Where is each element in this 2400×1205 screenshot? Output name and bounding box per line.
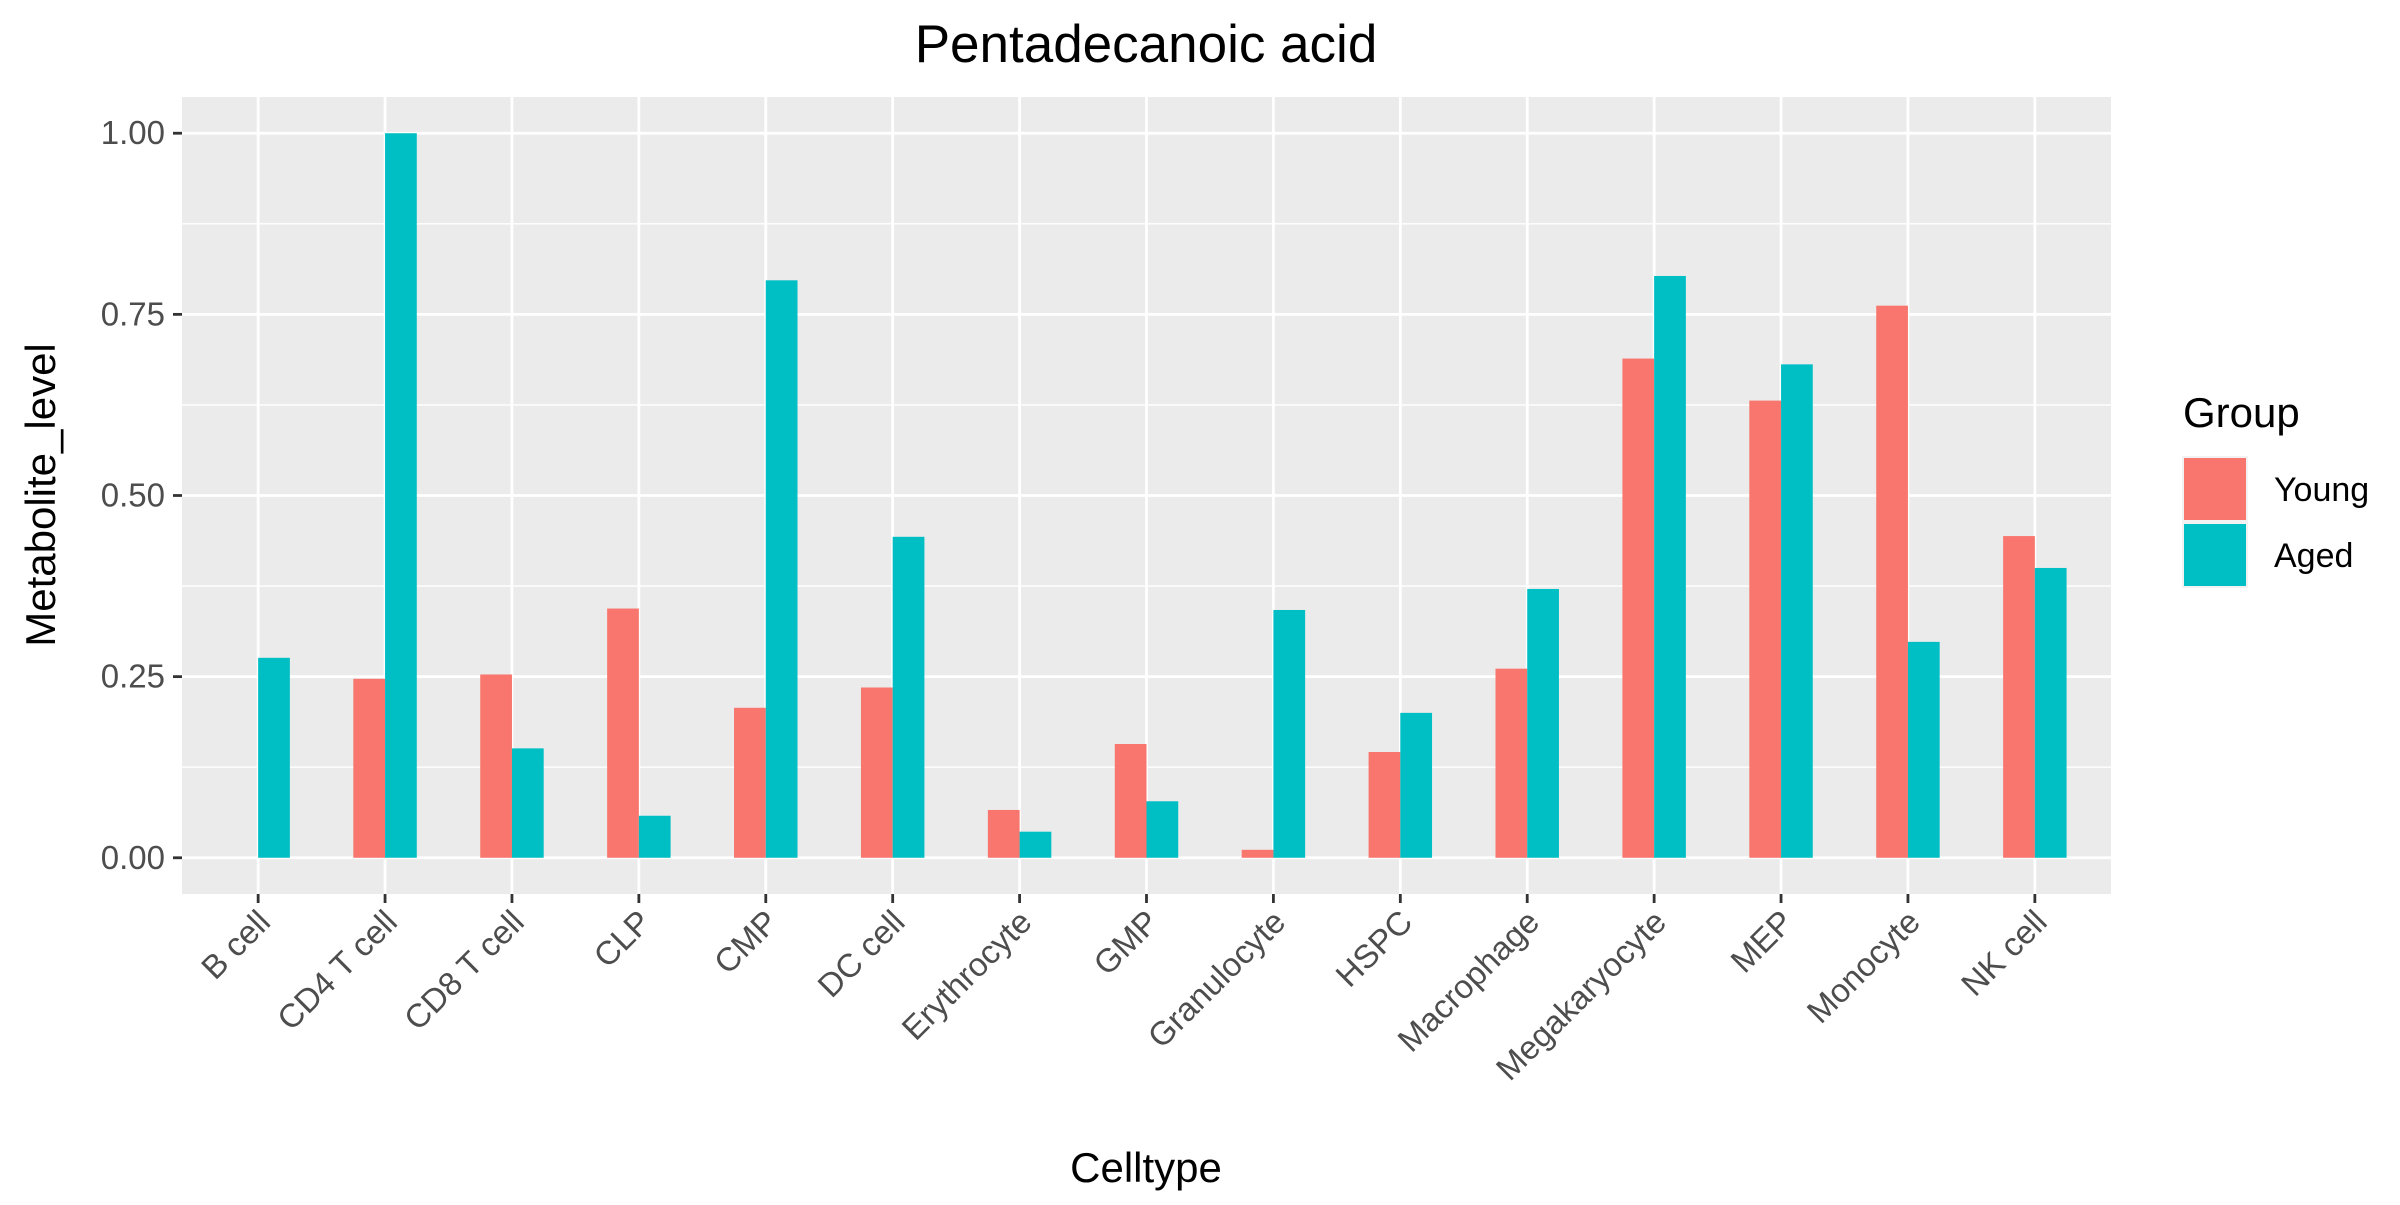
y-tick-label: 0.25 (101, 658, 165, 695)
bar-young (1114, 744, 1147, 858)
bar-young (1368, 751, 1401, 858)
bar-aged (258, 657, 290, 858)
bar-young (734, 707, 766, 858)
bar-young (1876, 305, 1908, 858)
legend-title: Group (2183, 389, 2300, 436)
bar-aged (1907, 641, 1940, 858)
bar-aged (892, 536, 925, 858)
y-tick-label: 0.00 (101, 839, 165, 876)
legend-label-young: Young (2274, 471, 2369, 509)
bar-young (1622, 358, 1655, 858)
y-tick-label: 0.75 (101, 295, 165, 332)
y-tick-label: 1.00 (101, 114, 165, 151)
legend-key-aged (2184, 524, 2246, 586)
bar-aged (385, 133, 417, 858)
bar-aged (765, 280, 798, 858)
bar-young (1241, 849, 1274, 858)
bars (258, 133, 2067, 858)
y-axis: 0.00 0.25 0.50 0.75 1.00 (101, 114, 182, 876)
bar-aged (1146, 801, 1179, 858)
bar-young (1495, 668, 1528, 858)
bar-aged (638, 815, 671, 858)
bar-young (1749, 400, 1782, 858)
bar-aged (1781, 364, 1813, 858)
bar-aged (1273, 609, 1306, 858)
x-axis-title: Celltype (1070, 1144, 1222, 1191)
bar-aged (2034, 567, 2067, 858)
bar-young (353, 678, 386, 858)
legend-label-aged: Aged (2274, 537, 2353, 575)
bar-aged (511, 748, 544, 858)
bar-young (480, 674, 512, 858)
bar-young (987, 809, 1020, 858)
bar-young (860, 687, 893, 858)
legend: Group Young Aged (2182, 389, 2369, 588)
bar-aged (1527, 588, 1559, 858)
legend-key-young (2184, 458, 2246, 520)
y-axis-title: Metabolite_level (17, 343, 64, 647)
bar-aged (1654, 275, 1686, 858)
chart-title: Pentadecanoic acid (915, 15, 1378, 74)
bar-young (607, 608, 639, 858)
bar-aged (1019, 831, 1052, 858)
y-tick-label: 0.50 (101, 477, 165, 514)
bar-aged (1400, 712, 1433, 858)
bar-young (2003, 536, 2035, 858)
